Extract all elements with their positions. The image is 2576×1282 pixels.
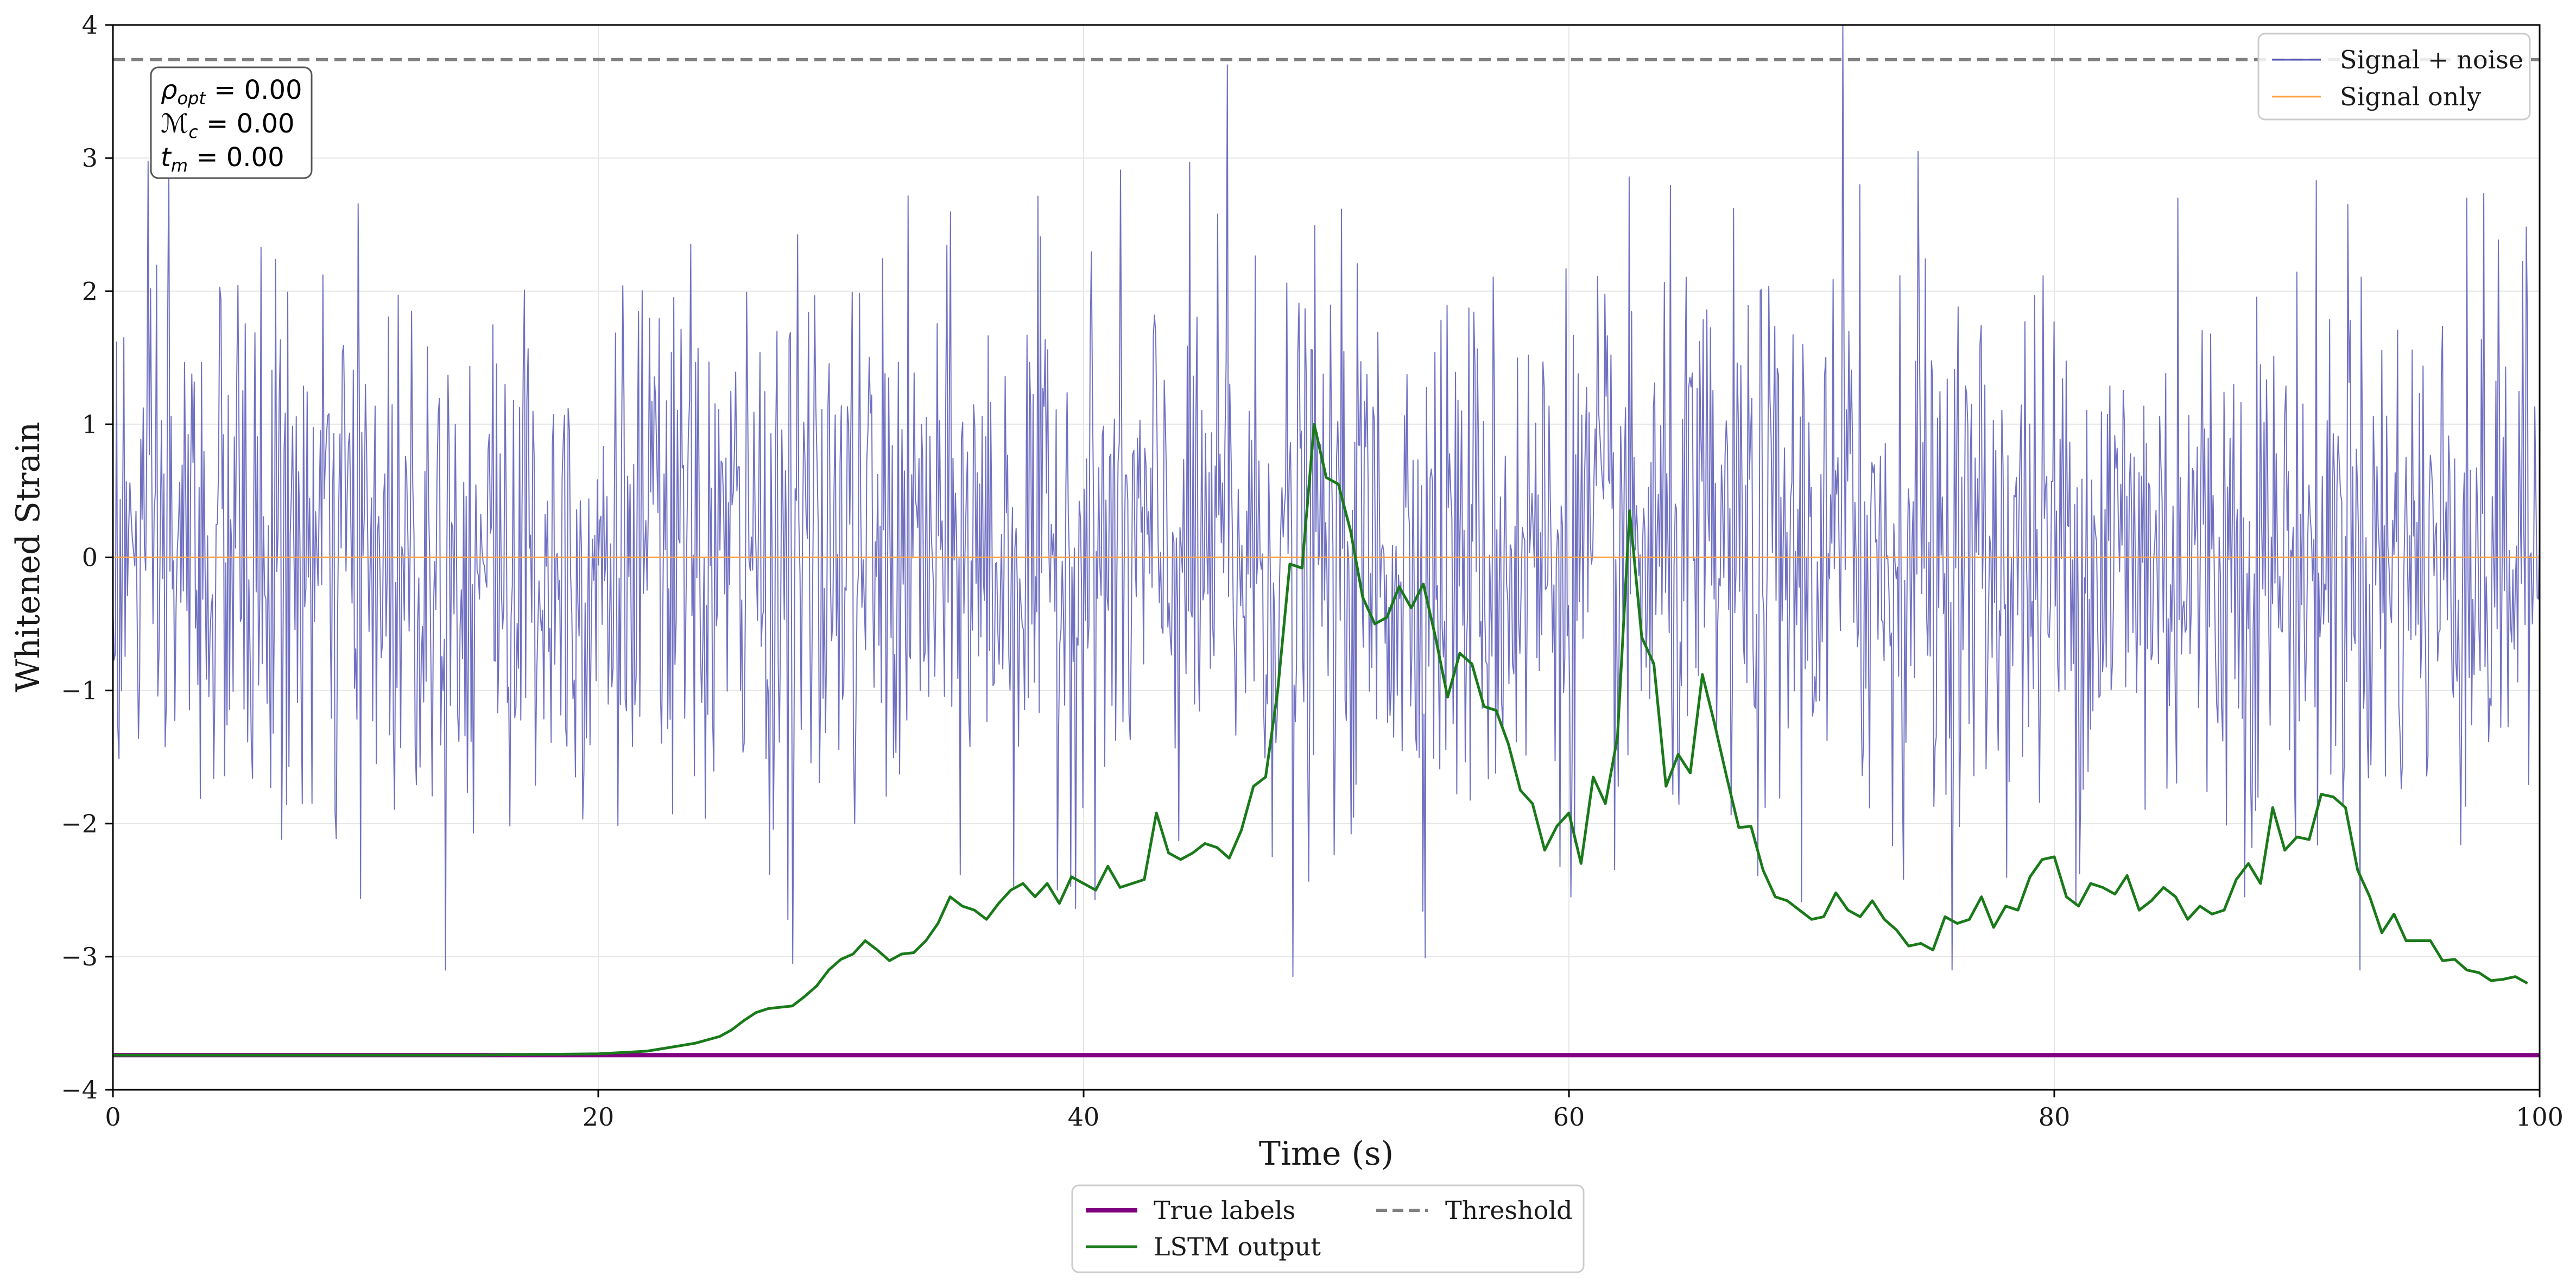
series-signal-plus-noise <box>112 24 2540 977</box>
parameter-annotation-box: ρopt = 0.00 ℳc = 0.00 tm = 0.00 <box>150 66 313 179</box>
x-tick-label-3: 60 <box>1553 1102 1585 1132</box>
legend-label-signal-only: Signal only <box>2340 82 2481 111</box>
annotation-chirp-mass: ℳc = 0.00 <box>161 109 295 142</box>
x-tick-label-0: 0 <box>105 1102 121 1132</box>
x-tick-label-2: 40 <box>1068 1102 1100 1132</box>
legend-label-true-labels: True labels <box>1154 1196 1295 1225</box>
annotation-rho: ρopt = 0.00 <box>161 75 302 109</box>
legend-lower: True labels Threshold LSTM output <box>1071 1184 1585 1273</box>
axis-ticks: 0 20 40 60 80 100 −4 −3 −2 −1 0 1 2 3 4 <box>61 10 2564 1132</box>
y-axis-title: Whitened Strain <box>9 422 47 692</box>
series-lstm-output <box>113 422 2528 1057</box>
y-tick-label-2: −2 <box>61 809 98 838</box>
line-series <box>113 58 2540 1058</box>
y-tick-label-1: −3 <box>61 942 98 971</box>
legend-label-signal-noise: Signal + noise <box>2340 45 2523 74</box>
legend-label-lstm-output: LSTM output <box>1154 1232 1321 1261</box>
y-tick-label-5: 1 <box>82 409 98 439</box>
legend-label-threshold: Threshold <box>1445 1196 1573 1225</box>
legend-upper: Signal + noise Signal only <box>2257 33 2531 121</box>
y-tick-label-3: −1 <box>61 676 98 705</box>
x-tick-label-4: 80 <box>2039 1102 2071 1132</box>
y-tick-label-4: 0 <box>82 543 98 572</box>
y-tick-label-8: 4 <box>82 10 98 40</box>
x-axis-title: Time (s) <box>1259 1135 1394 1173</box>
x-tick-label-1: 20 <box>583 1102 615 1132</box>
y-tick-label-6: 2 <box>82 276 98 306</box>
signal-noise-series <box>112 24 2540 977</box>
x-tick-label-5: 100 <box>2516 1102 2564 1132</box>
y-tick-label-0: −4 <box>61 1075 98 1104</box>
y-tick-label-7: 3 <box>82 143 98 173</box>
annotation-merger-time: tm = 0.00 <box>161 142 284 176</box>
